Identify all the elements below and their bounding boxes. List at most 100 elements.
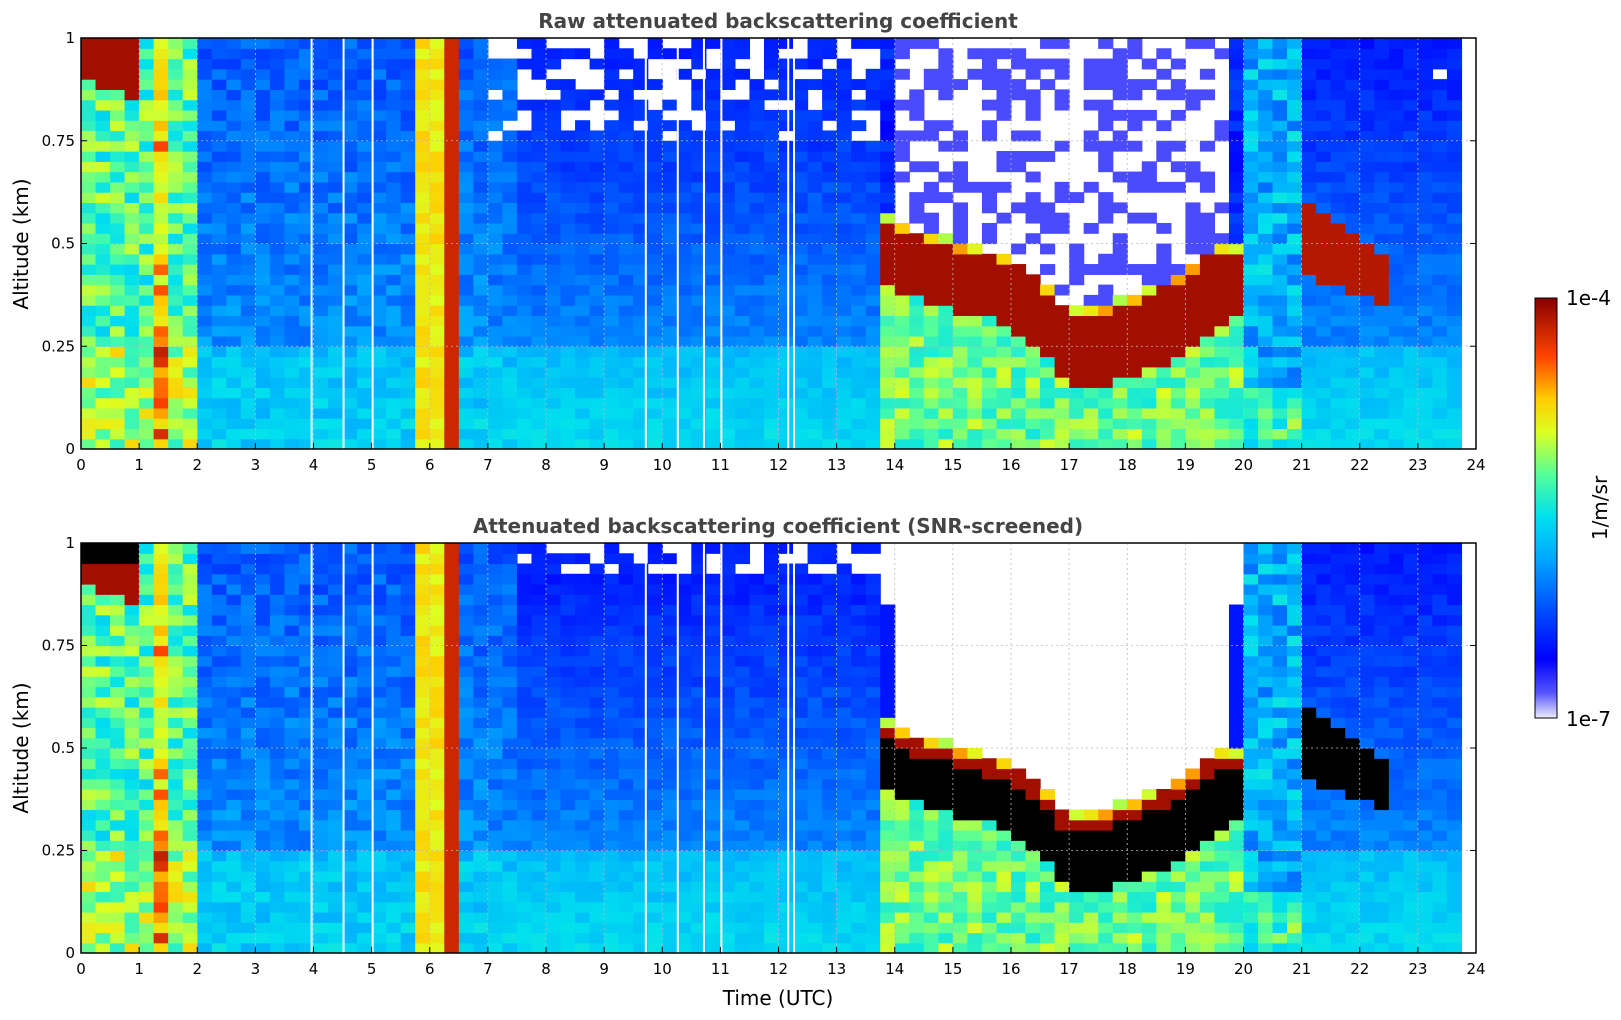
heatmap-cell — [1141, 294, 1157, 306]
heatmap-cell — [211, 748, 227, 759]
heatmap-cell — [487, 563, 504, 575]
heatmap-cell — [952, 284, 969, 296]
heatmap-cell — [546, 109, 562, 121]
heatmap-cell — [720, 202, 736, 214]
heatmap-cell — [589, 727, 605, 739]
heatmap-cell — [371, 717, 387, 729]
heatmap-cell — [240, 655, 256, 667]
heatmap-cell — [1272, 264, 1288, 275]
heatmap-cell — [400, 748, 416, 759]
heatmap-cell — [604, 758, 620, 770]
heatmap-cell — [1112, 305, 1128, 317]
heatmap-cell — [691, 181, 707, 193]
heatmap-cell — [197, 563, 213, 575]
heatmap-cell — [139, 707, 155, 718]
heatmap-cell — [429, 38, 445, 49]
heatmap-cell — [1432, 99, 1448, 111]
heatmap-cell — [807, 181, 823, 193]
heatmap-cell — [1228, 120, 1245, 132]
heatmap-cell — [749, 305, 765, 317]
heatmap-cell — [1374, 284, 1390, 296]
heatmap-cell — [110, 635, 126, 647]
heatmap-cell — [1417, 58, 1434, 70]
heatmap-cell — [386, 120, 402, 132]
heatmap-cell — [342, 284, 358, 296]
heatmap-cell — [313, 758, 329, 770]
heatmap-cell — [240, 881, 256, 893]
heatmap-cell — [400, 614, 416, 626]
heatmap-cell — [822, 192, 838, 204]
heatmap-cell — [240, 727, 256, 739]
heatmap-cell — [546, 809, 562, 821]
heatmap-cell — [502, 543, 518, 554]
heatmap-cell — [618, 294, 634, 306]
heatmap-cell — [197, 274, 213, 286]
heatmap-cell — [720, 140, 736, 152]
heatmap-cell — [298, 335, 315, 347]
heatmap-cell — [575, 932, 591, 944]
heatmap-cell — [763, 315, 780, 327]
heatmap-cell — [342, 635, 358, 647]
heatmap-cell — [531, 819, 547, 831]
heatmap-cell — [226, 284, 242, 296]
heatmap-cell — [386, 274, 402, 286]
heatmap-cell — [604, 645, 620, 657]
heatmap-cell — [298, 48, 315, 60]
heatmap-cell — [342, 346, 358, 358]
heatmap-cell — [618, 192, 634, 204]
heatmap-cell — [981, 377, 998, 388]
heatmap-cell — [1359, 79, 1375, 90]
heatmap-cell — [124, 407, 140, 419]
heatmap-cell — [211, 840, 227, 852]
heatmap-cell — [560, 356, 576, 368]
heatmap-cell — [357, 922, 373, 934]
heatmap-cell — [1330, 171, 1346, 183]
heatmap-cell — [153, 737, 169, 749]
heatmap-cell — [328, 99, 344, 111]
heatmap-cell — [182, 428, 198, 440]
heatmap-cell — [168, 635, 184, 647]
heatmap-cell — [81, 778, 97, 790]
heatmap-cell — [255, 676, 271, 688]
heatmap-cell — [1403, 212, 1419, 224]
heatmap-cell — [328, 243, 344, 255]
heatmap-cell — [255, 99, 271, 111]
heatmap-cell — [197, 891, 213, 903]
heatmap-cell — [981, 418, 998, 430]
heatmap-cell — [357, 181, 373, 193]
heatmap-cell — [400, 645, 416, 657]
heatmap-cell — [386, 243, 402, 255]
heatmap-cell — [691, 377, 707, 388]
heatmap-cell — [153, 819, 169, 831]
heatmap-cell — [589, 407, 605, 419]
heatmap-cell — [1199, 346, 1216, 358]
heatmap-cell — [444, 645, 460, 657]
heatmap-cell — [139, 171, 155, 183]
heatmap-cell — [429, 881, 445, 893]
heatmap-cell — [880, 294, 896, 306]
heatmap-cell — [1258, 48, 1274, 60]
heatmap-cell — [124, 830, 140, 841]
heatmap-cell — [139, 645, 155, 657]
heatmap-cell — [226, 428, 242, 440]
heatmap-cell — [1446, 305, 1463, 317]
heatmap-cell — [1025, 438, 1041, 449]
heatmap-cell — [255, 315, 271, 327]
heatmap-cell — [197, 850, 213, 862]
heatmap-cell — [313, 68, 329, 80]
heatmap-cell — [560, 707, 576, 718]
heatmap-cell — [822, 48, 838, 60]
heatmap-cell — [1228, 356, 1245, 368]
heatmap-cell — [110, 840, 126, 852]
heatmap-cell — [313, 222, 329, 234]
heatmap-cell — [575, 635, 591, 647]
heatmap-cell — [1112, 48, 1128, 60]
heatmap-cell — [952, 243, 969, 255]
heatmap-cell — [328, 768, 344, 780]
heatmap-cell — [1374, 325, 1390, 337]
heatmap-cell — [153, 860, 169, 872]
heatmap-cell — [676, 335, 692, 347]
heatmap-cell — [604, 79, 620, 90]
heatmap-cell — [996, 315, 1012, 327]
heatmap-cell — [1446, 233, 1463, 245]
